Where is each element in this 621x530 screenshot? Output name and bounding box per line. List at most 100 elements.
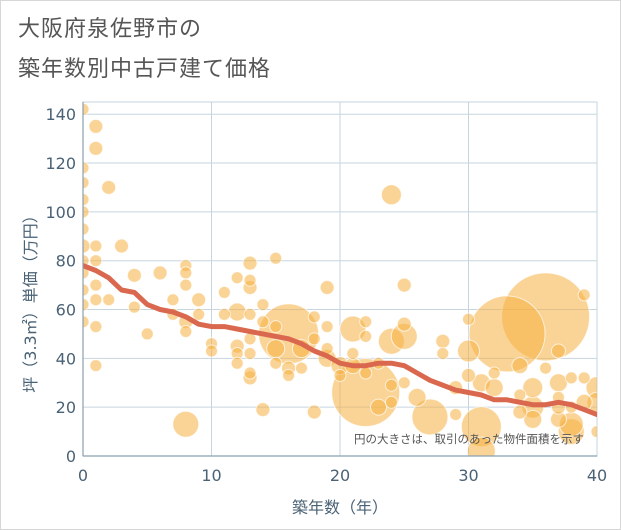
x-tick-label: 40 — [587, 466, 607, 485]
x-tick-label: 0 — [78, 466, 88, 485]
bubble-point — [243, 346, 257, 360]
bubbles-layer — [83, 102, 597, 456]
bubble-point — [359, 315, 373, 329]
bubble-point — [114, 238, 130, 254]
bubble-point — [564, 371, 578, 385]
bubble-point — [436, 346, 450, 360]
bubble-point — [83, 298, 90, 312]
bubble-point — [359, 366, 373, 380]
bubble-point — [511, 357, 529, 375]
bubble-point — [83, 283, 90, 297]
bubble-point — [243, 307, 257, 321]
bubble-point — [294, 361, 308, 375]
bubble-point — [319, 280, 335, 296]
bubble-point — [269, 320, 283, 334]
bubble-point — [266, 339, 286, 359]
bubble-point — [487, 366, 501, 380]
bubble-point — [256, 298, 270, 312]
bubble-point — [577, 288, 591, 302]
bubble-point — [192, 307, 206, 321]
y-tick-label: 40 — [56, 349, 76, 368]
bubble-point — [89, 254, 103, 268]
x-tick-label: 30 — [458, 466, 478, 485]
bubble-point — [462, 312, 475, 326]
bubble-point — [346, 346, 360, 360]
bubble-point — [89, 239, 103, 253]
y-tick-label: 140 — [45, 105, 76, 124]
y-tick-label: 120 — [45, 154, 76, 173]
bubble-point — [269, 356, 283, 370]
bubble-point — [396, 316, 412, 332]
bubble-point — [102, 293, 116, 307]
bubble-point — [320, 320, 334, 334]
bubble-point — [397, 376, 411, 390]
bubble-point — [306, 404, 322, 420]
bubble-point — [307, 310, 321, 324]
bubble-point — [539, 361, 553, 375]
bubble-point — [523, 409, 543, 429]
bubble-point — [384, 395, 398, 409]
bubble-point — [166, 293, 180, 307]
bubble-point — [461, 367, 476, 383]
bubble-point — [359, 329, 373, 343]
bubble-point — [83, 102, 90, 116]
bubble-point — [88, 118, 104, 134]
bubble-point — [548, 373, 568, 393]
bubble-point — [435, 333, 451, 349]
bubble-point — [230, 271, 244, 285]
chart-title-line2: 築年数別中古戸建て価格 — [18, 57, 272, 82]
bubble-point — [101, 179, 117, 195]
bubble-point — [127, 300, 141, 314]
x-axis-label: 築年数（年） — [292, 498, 388, 517]
bubble-point — [179, 278, 193, 292]
bubble-point — [242, 255, 258, 271]
axes: 0 20 40 60 80 100 120 140 0 10 20 30 40 — [45, 102, 607, 485]
bubble-point — [152, 265, 168, 281]
bubble-point — [407, 387, 427, 407]
bubble-point — [89, 278, 103, 292]
bubble-point — [89, 293, 103, 307]
bubble-point — [370, 398, 388, 416]
bubble-point — [512, 404, 528, 420]
bubble-point — [243, 366, 257, 380]
bubble-point — [457, 339, 480, 363]
bubble-point — [484, 378, 504, 398]
bubble-point — [140, 327, 154, 341]
y-axis-label: 坪（3.3㎡）単価（万円） — [21, 207, 40, 392]
bubble-point — [466, 436, 496, 456]
y-tick-label: 20 — [56, 398, 76, 417]
x-tick-label: 20 — [330, 466, 350, 485]
bubble-point — [172, 410, 200, 438]
bubble-point — [227, 302, 247, 322]
bubble-point — [179, 266, 193, 280]
y-tick-label: 80 — [56, 252, 76, 271]
bubble-point — [550, 343, 566, 359]
bubble-point — [243, 273, 257, 287]
bubble-point — [217, 307, 231, 321]
size-note: 円の大きさは、取引のあった物件面積を示す — [354, 432, 584, 446]
bubble-point — [89, 320, 103, 334]
bubble-point — [256, 315, 270, 329]
bubble-point — [83, 176, 90, 190]
bubble-point — [411, 398, 449, 436]
bubble-point — [468, 295, 546, 373]
bubble-point — [217, 285, 231, 299]
bubble-point — [522, 377, 544, 399]
bubble-point — [83, 315, 90, 329]
bubble-point — [577, 371, 591, 385]
bubble-point — [83, 205, 90, 219]
y-tick-label: 100 — [45, 203, 76, 222]
bubble-point — [191, 292, 207, 308]
trend-line — [83, 263, 597, 417]
bubble-point — [88, 140, 104, 156]
bubble-point — [333, 368, 347, 382]
bubble-point — [384, 378, 398, 392]
bubble-point — [269, 251, 283, 265]
bubble-point — [83, 161, 90, 175]
y-tick-label: 0 — [66, 447, 76, 466]
bubble-point — [83, 193, 90, 207]
bubble-point — [396, 277, 412, 293]
bubble-point — [255, 402, 271, 418]
